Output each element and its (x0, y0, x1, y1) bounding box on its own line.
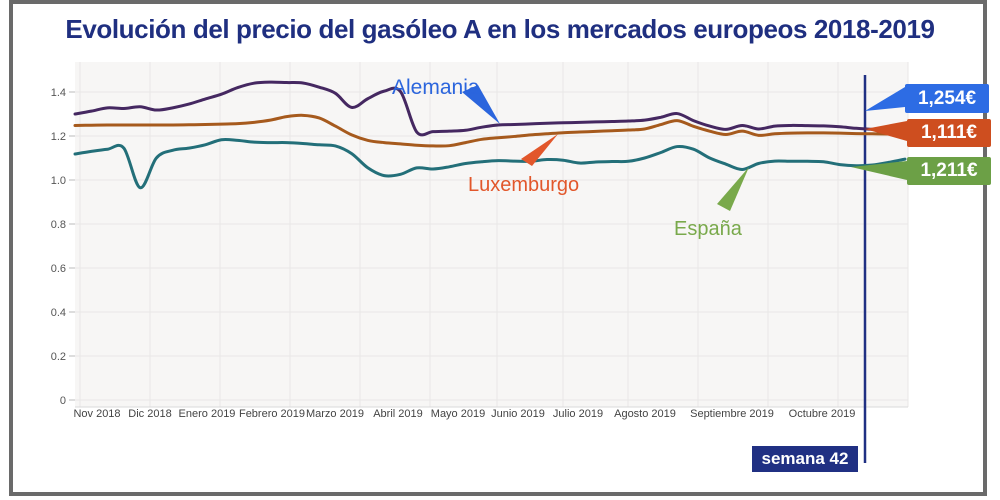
value-badge-espana: 1,211€ (907, 157, 991, 185)
page-title: Evolución del precio del gasóleo A en lo… (65, 14, 935, 44)
axis-labels: 0 0.2 0.4 0.6 0.8 1.0 1.2 1.4 Nov 2018 Dic 2018 En… (51, 87, 856, 420)
x-tick-label: Agosto 2019 (614, 408, 676, 420)
y-tick-label: 1.4 (51, 87, 66, 99)
x-tick-label: Julio 2019 (553, 408, 603, 420)
alemania-arrow-icon (462, 85, 500, 124)
series-lines (73, 80, 907, 190)
badge-pointers (851, 87, 907, 180)
series-label-luxemburgo: Luxemburgo (468, 174, 580, 196)
y-tick-label: 1.2 (51, 131, 66, 143)
luxemburgo-arrow-icon (521, 134, 558, 166)
x-tick-label: Nov 2018 (73, 408, 120, 420)
x-tick-label: Abril 2019 (373, 408, 423, 420)
x-tick-label: Junio 2019 (491, 408, 545, 420)
series-line-españa (73, 137, 907, 190)
y-tick-label: 0 (60, 395, 66, 407)
badge-pointer-espana-icon (851, 161, 907, 180)
y-tick-label: 0.4 (51, 307, 66, 319)
series-line-alemania (73, 80, 907, 137)
x-tick-label: Septiembre 2019 (690, 408, 774, 420)
series-label-espana: España (674, 218, 742, 240)
badge-pointer-luxemburgo-icon (865, 121, 907, 141)
value-badge-alemania: 1,254€ (905, 84, 989, 113)
week-42-badge: semana 42 (752, 446, 858, 472)
series-label-alemania: Alemania (392, 76, 480, 99)
y-tick-label: 0.8 (51, 219, 66, 231)
x-tick-label: Febrero 2019 (239, 408, 305, 420)
y-tick-label: 0.6 (51, 263, 66, 275)
y-tick-label: 0.2 (51, 351, 66, 363)
series-line-luxemburgo (73, 113, 907, 148)
y-tick-label: 1.0 (51, 175, 66, 187)
badge-pointer-alemania-icon (865, 87, 905, 111)
x-tick-label: Marzo 2019 (306, 408, 364, 420)
x-tick-label: Enero 2019 (179, 408, 236, 420)
espana-arrow-icon (717, 167, 749, 211)
annotation-arrows (462, 85, 749, 211)
x-tick-label: Octubre 2019 (789, 408, 856, 420)
x-tick-label: Dic 2018 (128, 408, 171, 420)
value-badge-luxemburgo: 1,111€ (907, 119, 991, 147)
x-tick-label: Mayo 2019 (431, 408, 485, 420)
plot-area[interactable] (75, 62, 908, 407)
